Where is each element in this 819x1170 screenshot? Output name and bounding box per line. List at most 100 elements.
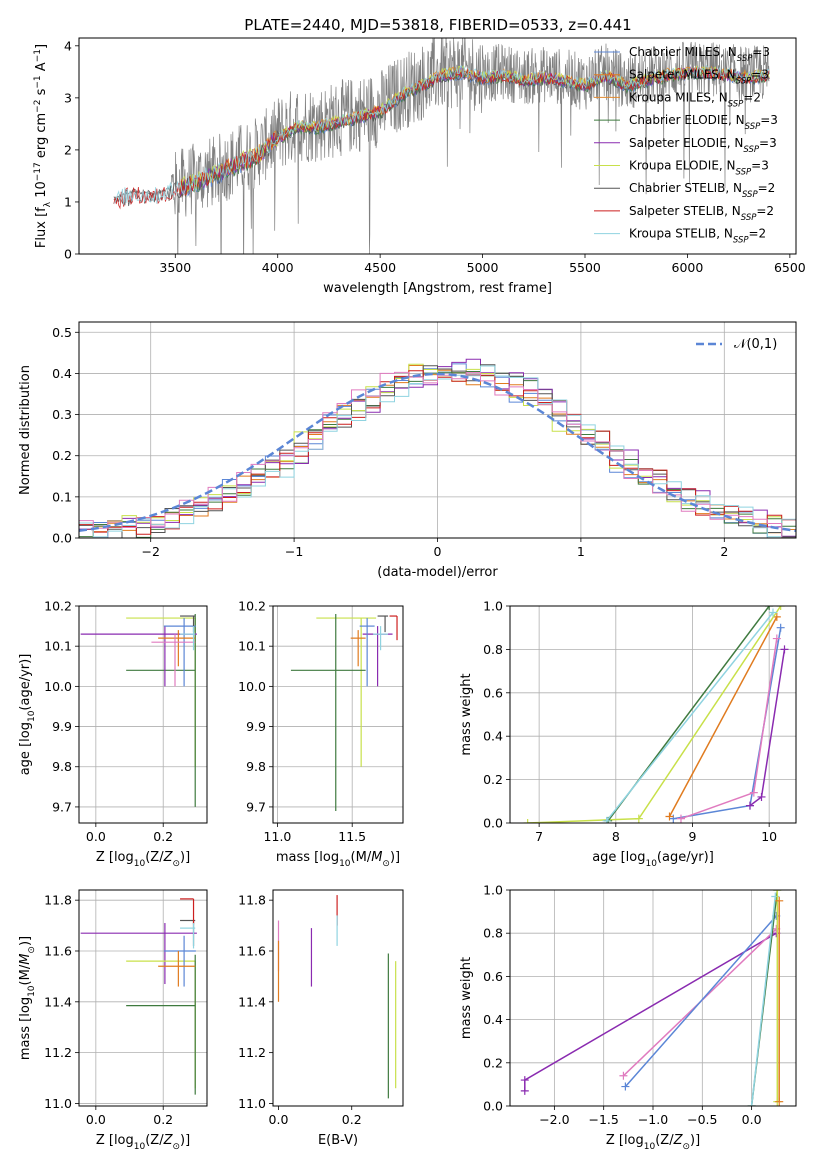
y-tick-label: 11.0 — [44, 1096, 72, 1111]
mass_vs_EBV-axes: 0.0 0.2 11.0 11.2 11.4 11.6 11.8 E(B-V) — [238, 889, 404, 1148]
x-tick-label: 1 — [577, 544, 585, 559]
y-tick-label: 0.2 — [483, 1055, 503, 1070]
series-line — [624, 915, 777, 1088]
errorbar-kroupa-elodie — [126, 617, 196, 767]
x-axis-label: Z [log10(Z/Z⊙)] — [606, 1133, 700, 1152]
series-line — [668, 616, 778, 817]
x-tick-label: 0.0 — [86, 829, 106, 844]
x-tick-label: −2 — [141, 544, 159, 559]
x-tick-label: 4500 — [364, 260, 396, 275]
data-point-marker — [619, 1071, 628, 1080]
y-axis-label: mass weight — [459, 673, 474, 755]
data-point-marker — [665, 812, 674, 821]
y-axis-label: Flux [fλ 10−17 erg cm−2 s−1 A−1] — [33, 44, 53, 248]
x-tick-label: 11.0 — [264, 829, 292, 844]
series-salpeter-miles — [665, 612, 781, 821]
series-salpeter-elodie — [520, 929, 781, 1095]
series-line — [606, 612, 774, 822]
histogram-chabrier-stelib — [79, 364, 796, 538]
y-tick-label: 2 — [64, 142, 72, 157]
y-tick-label: 3 — [64, 90, 72, 105]
x-axis-label: wavelength [Angstrom, rest frame] — [323, 281, 552, 296]
y-tick-label: 0.0 — [483, 816, 503, 831]
x-tick-label: 0 — [434, 544, 442, 559]
axes-frame — [509, 605, 797, 824]
y-tick-label: 10.0 — [44, 679, 72, 694]
legend-entry: Kroupa STELIB, NSSP=2 — [629, 227, 766, 246]
y-tick-label: 11.0 — [238, 1096, 266, 1111]
legend-entry: Salpeter MILES, NSSP=3 — [629, 68, 769, 87]
y-tick-label: 11.2 — [44, 1045, 72, 1060]
x-axis-label: E(B-V) — [318, 1133, 358, 1148]
x-axis-label: Z [log10(Z/Z⊙)] — [96, 850, 190, 869]
series-line — [750, 896, 777, 1106]
data-point-marker — [773, 890, 782, 894]
errorbar-kroupa-stelib — [180, 626, 196, 651]
errorbar-chabrier-miles — [163, 935, 196, 987]
series-pink — [676, 634, 781, 823]
y-axis-label: mass [log10(M/M⊙)] — [18, 936, 37, 1060]
y-tick-label: 10.1 — [238, 639, 266, 654]
y-tick-label: 0.4 — [483, 729, 503, 744]
figure-title: PLATE=2440, MJD=53818, FIBERID=0533, z=0… — [244, 16, 631, 34]
y-tick-label: 0.6 — [483, 685, 503, 700]
data-point-marker — [520, 1076, 529, 1085]
y-tick-label: 0.3 — [52, 407, 72, 422]
plot-area — [290, 614, 398, 811]
y-tick-label: 0.1 — [52, 489, 72, 504]
x-tick-label: 0.2 — [342, 1112, 362, 1127]
x-tick-label: 5000 — [467, 260, 499, 275]
data-point-marker — [768, 608, 777, 617]
legend-entry: Kroupa MILES, NSSP=2 — [629, 90, 761, 109]
data-point-marker — [776, 606, 785, 610]
x-axis-label: age [log10(age/yr)] — [592, 850, 714, 869]
data-point-marker — [634, 814, 643, 823]
axes-frame — [78, 37, 797, 255]
y-tick-label: 0.2 — [52, 448, 72, 463]
y-tick-label: 0.8 — [483, 926, 503, 941]
legend-entry: Chabrier ELODIE, NSSP=3 — [629, 113, 778, 132]
data-point-marker — [772, 634, 781, 643]
panels: 3500 4000 4500 5000 5500 6000 6500 0 1 2 3 4 wavelen… — [18, 37, 806, 1152]
y-tick-label: 9.9 — [246, 719, 266, 734]
spectrum-axes: 3500 4000 4500 5000 5500 6000 6500 0 1 2 3 4 wavelen… — [33, 37, 806, 296]
legend-entry: Kroupa ELODIE, NSSP=3 — [629, 159, 769, 178]
errorbar-kroupa-elodie — [316, 617, 377, 767]
age_vs_mass-axes: 11.0 11.5 9.7 9.8 9.9 10.0 10.1 10.2 mass [log10… — [238, 599, 404, 869]
data-point-marker — [747, 1102, 756, 1106]
plot-area — [80, 614, 197, 807]
axes-frame — [272, 605, 404, 824]
series-kroupa-elodie — [523, 606, 785, 823]
x-tick-label: 0.0 — [269, 1112, 289, 1127]
y-tick-label: 11.8 — [238, 893, 266, 908]
x-tick-label: 0.0 — [742, 1112, 762, 1127]
data-point-marker — [520, 1086, 529, 1095]
series-chabrier-miles — [669, 623, 785, 823]
y-tick-label: 0.2 — [483, 772, 503, 787]
y-tick-label: 10.1 — [44, 639, 72, 654]
x-axis-label: Z [log10(Z/Z⊙)] — [96, 1133, 190, 1152]
series-kroupa-stelib — [747, 892, 780, 1106]
series-salpeter-elodie — [745, 645, 789, 810]
axes-frame — [272, 889, 404, 1107]
legend-entry: Chabrier STELIB, NSSP=2 — [629, 181, 775, 200]
data-point-marker — [780, 645, 789, 654]
data-point-marker — [621, 1082, 630, 1091]
errorbar-chabrier-miles — [163, 618, 196, 687]
y-axis-label: age [log10(age/yr)] — [18, 654, 37, 776]
y-tick-label: 10.2 — [44, 599, 72, 614]
x-tick-label: 9 — [689, 829, 697, 844]
x-tick-label: 3500 — [159, 260, 191, 275]
errorbar-salpeter-miles — [350, 630, 366, 667]
y-tick-label: 9.9 — [52, 719, 72, 734]
x-tick-label: 4000 — [262, 260, 294, 275]
y-tick-label: 10.0 — [238, 679, 266, 694]
x-tick-label: 5500 — [569, 260, 601, 275]
y-tick-label: 11.8 — [44, 893, 72, 908]
data-point-marker — [775, 1097, 784, 1106]
y-tick-label: 11.2 — [238, 1045, 266, 1060]
errorbar-chabrier-elodie — [290, 614, 366, 811]
plot-area — [79, 358, 796, 538]
y-tick-label: 1.0 — [483, 599, 503, 614]
